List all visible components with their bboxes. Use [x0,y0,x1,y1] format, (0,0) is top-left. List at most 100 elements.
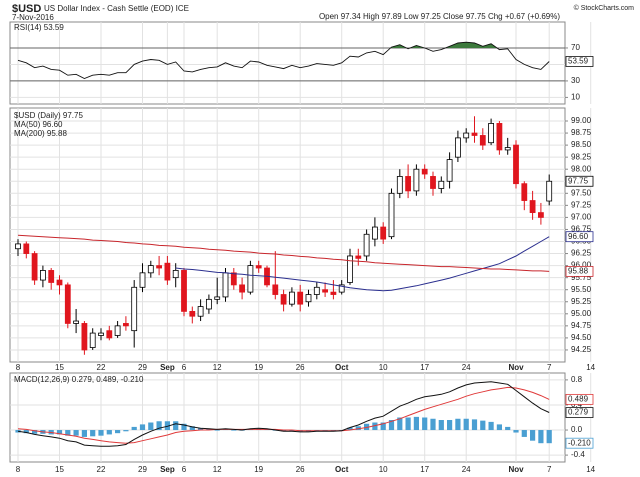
histogram-bar [123,430,129,432]
x-tick-label: Nov [508,465,524,474]
overbought-fill [18,42,550,48]
legend-entry: MACD(12,26,9) 0.279, 0.489, -0.210 [14,375,144,384]
y-tick-label: 0.0 [571,425,583,434]
x-tick-label: 24 [462,363,471,372]
value-tag: 53.59 [568,57,589,66]
histogram-bar [206,428,212,431]
candle-body [15,243,21,250]
y-tick-label: 94.75 [571,321,592,330]
candle-body [131,286,138,332]
histogram-bar [380,422,386,431]
histogram-bar [463,418,469,431]
histogram-bar [32,430,38,434]
candle-body [488,123,495,144]
candle-body [396,176,403,194]
legend-entry: $USD (Daily) 97.75 [14,111,83,120]
histogram-bar [214,430,220,431]
x-tick-label: 12 [213,363,222,372]
x-tick-label: 15 [55,363,64,372]
candle-body [230,272,237,286]
legend-entry: MA(200) 95.88 [14,129,67,138]
value-tag-box [565,56,594,67]
y-tick-label: 98.00 [571,164,592,173]
value-tag-box [565,265,594,277]
y-tick-label: 10 [571,93,580,102]
date: 7-Nov-2016 [12,13,54,22]
description: US Dollar Index - Cash Settle (EOD) ICE [44,4,189,13]
histogram-bar [198,428,204,431]
candle-body [463,132,470,139]
candle-body [181,270,187,312]
candle-body [48,270,55,283]
histogram-bar [430,418,436,431]
histogram-bar [438,420,444,431]
candle-body [164,262,171,281]
candle-body [529,200,536,213]
candle-body [56,279,63,286]
candle-body [413,168,420,192]
x-tick-label: 14 [586,465,595,474]
x-tick-label: 6 [182,465,187,474]
rsi-line [17,41,550,79]
histogram-bar [447,420,453,431]
macd-line [17,381,550,447]
x-tick-label: 15 [55,465,64,474]
x-tick-label: 17 [420,465,429,474]
x-tick-label: 7 [547,465,552,474]
y-tick-label: 0.8 [571,375,583,384]
histogram-bar [131,426,137,431]
histogram-bar [455,418,461,431]
y-tick-label: -0.4 [571,450,585,459]
candle-body [280,294,287,305]
candle-body [521,183,528,201]
candle-body [538,212,544,218]
histogram-bar [480,420,486,431]
histogram-bar [397,417,403,431]
histogram-bar [139,424,146,431]
x-tick-label: 6 [182,363,187,372]
candle-body [156,265,163,269]
y-tick-label: 30 [571,76,580,85]
candle-body [189,310,196,317]
candle-body [114,325,121,336]
y-tick-label: 96.75 [571,225,592,234]
histogram-bar [364,423,370,431]
histogram-bar [65,430,71,436]
histogram-bar [347,427,353,431]
y-tick-label: 98.75 [571,128,592,137]
x-tick-label: 8 [16,465,21,474]
histogram-bar [471,419,478,431]
histogram-bar [422,417,428,431]
panel-frame [9,107,566,363]
y-tick-label: 94.50 [571,333,592,342]
candle-body [421,168,428,175]
value-tag: 96.60 [568,232,589,241]
y-tick-label: 96.00 [571,261,592,270]
x-tick-label: 7 [547,363,552,372]
y-tick-label: 99.00 [571,116,592,125]
histogram-bar [546,430,552,444]
histogram-bar [173,421,179,431]
credit: © StockCharts.com [574,4,635,12]
histogram-bar [505,426,511,431]
value-tag: 95.88 [568,266,589,275]
candle-body [305,294,312,303]
x-tick-label: 29 [138,363,147,372]
candle-body [81,323,88,351]
candle-body [438,180,445,189]
candle-body [139,272,146,288]
candle-body [239,284,246,293]
candle-body [272,284,279,295]
candle-body [546,180,553,202]
candle-body [255,265,262,269]
candle-body [338,284,345,293]
value-tag-box [565,407,594,418]
value-tag: -0.210 [568,438,591,447]
x-tick-label: 8 [16,363,21,372]
candle-body [405,176,412,192]
y-tick-label: 97.50 [571,188,592,197]
histogram-bar [355,426,361,431]
histogram-bar [106,430,112,435]
histogram-bar [81,430,87,437]
